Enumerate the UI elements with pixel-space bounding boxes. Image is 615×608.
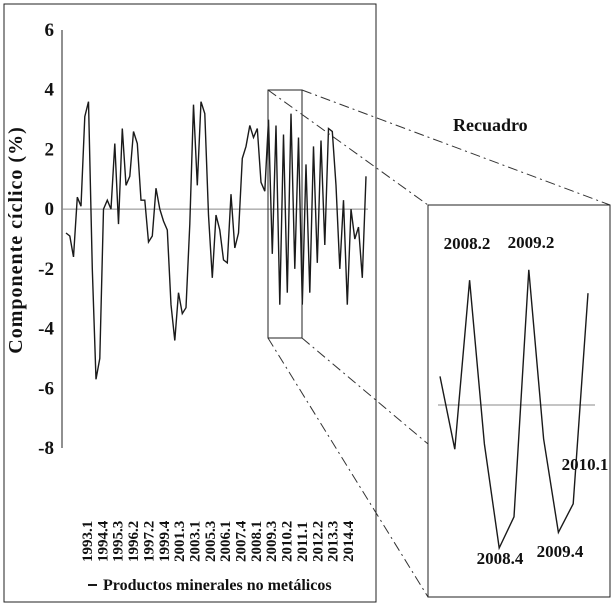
x-tick-label: 1995.3 — [111, 521, 127, 562]
zoom-highlight-box — [267, 89, 303, 339]
x-tick-label: 1993.1 — [80, 521, 96, 562]
y-tick-label: 0 — [45, 199, 55, 220]
x-tick-label: 2010.2 — [280, 521, 296, 562]
y-tick-label: 2 — [45, 139, 55, 160]
x-tick-label: 1994.4 — [95, 520, 111, 562]
inset-title: Recuadro — [453, 115, 528, 135]
y-tick-label: -6 — [38, 378, 54, 399]
x-tick-label: 2009.3 — [264, 521, 280, 562]
inset-series-line — [439, 269, 589, 551]
inset-label-2009-2: 2009.2 — [508, 233, 555, 252]
x-tick-label: 1997.2 — [141, 521, 157, 562]
x-tick-label: 2005.3 — [203, 521, 219, 562]
inset-label-2008-4: 2008.4 — [477, 549, 524, 568]
inset-frame — [427, 204, 611, 598]
series-line-productos-minerales — [65, 101, 367, 380]
legend-label: Productos minerales no metálicos — [103, 577, 332, 594]
x-tick-label: 2013.3 — [326, 521, 342, 562]
inset-label-2008-2: 2008.2 — [444, 234, 491, 253]
x-tick-labels: 1993.1 1994.4 1995.3 1996.2 1997.2 1999.4 2001… — [80, 520, 357, 562]
y-tick-label: -2 — [38, 259, 54, 280]
x-tick-label: 2011.1 — [295, 522, 311, 562]
x-tick-label: 2008.1 — [249, 521, 265, 562]
x-tick-label: 1996.2 — [126, 521, 142, 562]
y-axis-label: Componente cíclico (%) — [5, 126, 27, 354]
main-plot-frame — [3, 3, 377, 603]
inset-label-2010-1: 2010.1 — [562, 455, 609, 474]
y-tick-label: -8 — [38, 438, 54, 459]
legend: Productos minerales no metálicos — [88, 577, 332, 594]
connector-top-right — [301, 89, 611, 206]
x-tick-label: 2012.2 — [310, 521, 326, 562]
x-tick-label: 2003.1 — [187, 521, 203, 562]
x-tick-label: 2001.3 — [172, 521, 188, 562]
x-tick-label: 2014.4 — [341, 520, 357, 562]
x-tick-label: 2006.1 — [218, 521, 234, 562]
y-tick-label: -4 — [38, 319, 54, 340]
x-tick-label: 1999.4 — [157, 520, 173, 562]
y-tick-labels: 6 4 2 0 -2 -4 -6 -8 — [38, 20, 54, 459]
y-tick-label: 4 — [45, 80, 55, 101]
y-tick-label: 6 — [45, 20, 55, 41]
x-tick-label: 2007.4 — [234, 520, 250, 562]
connector-top-left — [267, 89, 429, 206]
inset-label-2009-4: 2009.4 — [537, 542, 584, 561]
